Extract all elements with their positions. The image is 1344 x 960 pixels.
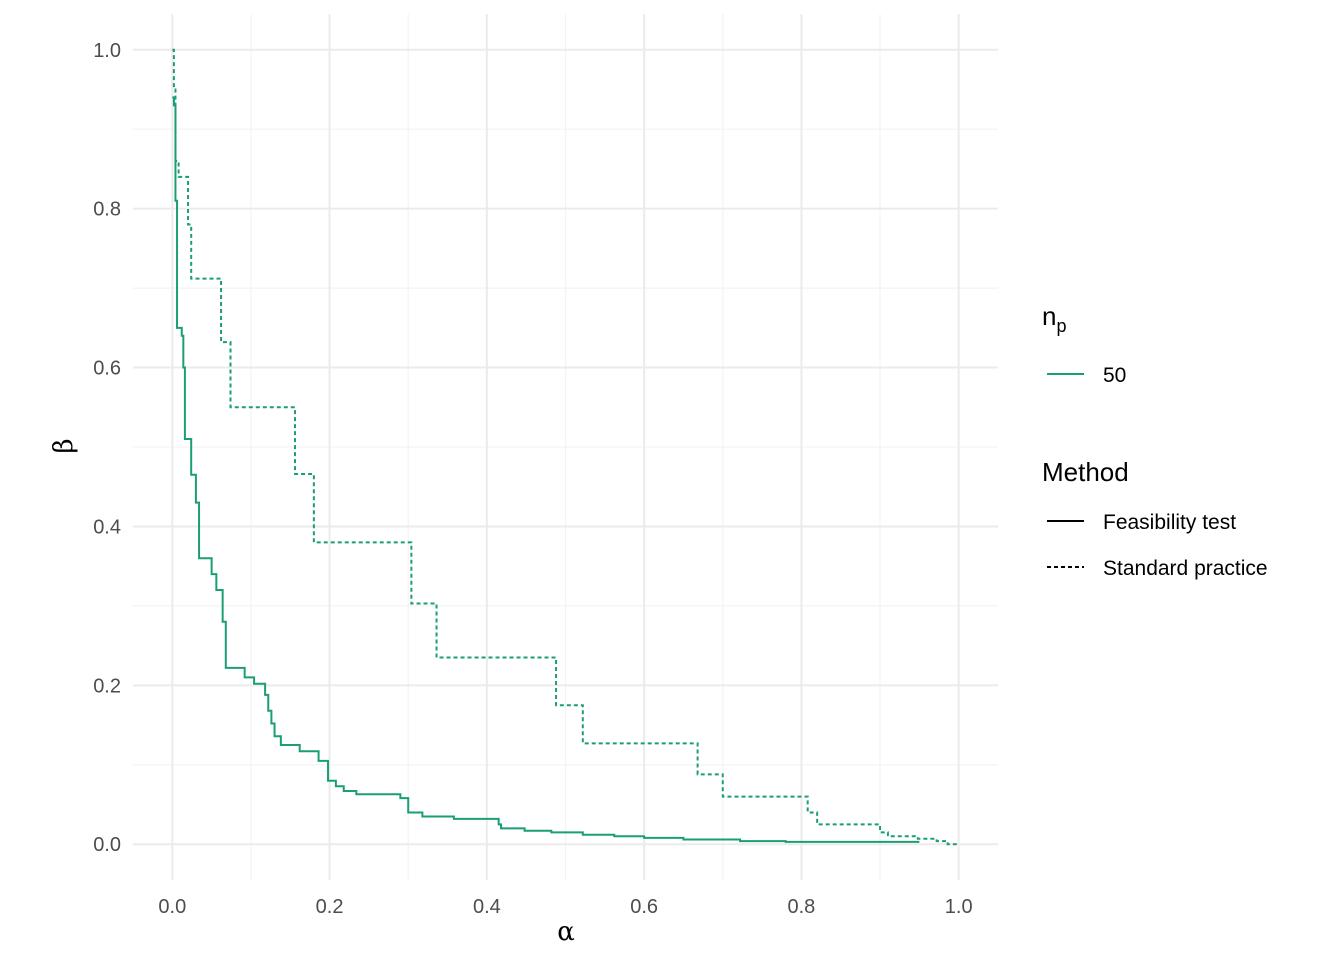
series-feasibility-test-line xyxy=(172,96,920,843)
series-layer xyxy=(172,48,959,846)
grid-minor xyxy=(133,14,998,880)
series-standard-practice-line xyxy=(172,48,959,846)
y-tick-label: 0.4 xyxy=(93,516,121,538)
x-tick-label: 0.4 xyxy=(473,896,501,918)
x-axis-title: α xyxy=(557,917,575,947)
y-tick-label: 0.8 xyxy=(93,199,121,221)
y-tick-label: 1.0 xyxy=(93,40,121,62)
legend-np-title-sub: p xyxy=(1056,316,1066,336)
y-tick-label: 0.2 xyxy=(93,675,121,697)
legend-method-title: Method xyxy=(1042,457,1129,487)
legend-np-title-main: n xyxy=(1042,301,1056,331)
legend-feasibility-label: Feasibility test xyxy=(1103,511,1236,534)
legend-np-label: 50 xyxy=(1103,364,1126,387)
x-tick-label: 0.8 xyxy=(788,896,816,918)
grid-major xyxy=(133,14,998,880)
x-tick-label: 0.0 xyxy=(158,896,186,918)
y-axis-title: β xyxy=(49,438,79,453)
y-tick-label: 0.6 xyxy=(93,358,121,380)
y-axis-ticks: 0.0 0.2 0.4 0.6 0.8 1.0 xyxy=(93,40,121,856)
legend-standard-label: Standard practice xyxy=(1103,557,1268,580)
y-tick-label: 0.0 xyxy=(93,834,121,856)
legend: np 50 Method Feasibility test Standard p… xyxy=(1042,301,1268,580)
x-axis-ticks: 0.0 0.2 0.4 0.6 0.8 1.0 xyxy=(158,896,972,918)
x-tick-label: 1.0 xyxy=(945,896,973,918)
x-tick-label: 0.6 xyxy=(630,896,658,918)
x-tick-label: 0.2 xyxy=(316,896,344,918)
legend-np-title: np xyxy=(1042,301,1066,336)
